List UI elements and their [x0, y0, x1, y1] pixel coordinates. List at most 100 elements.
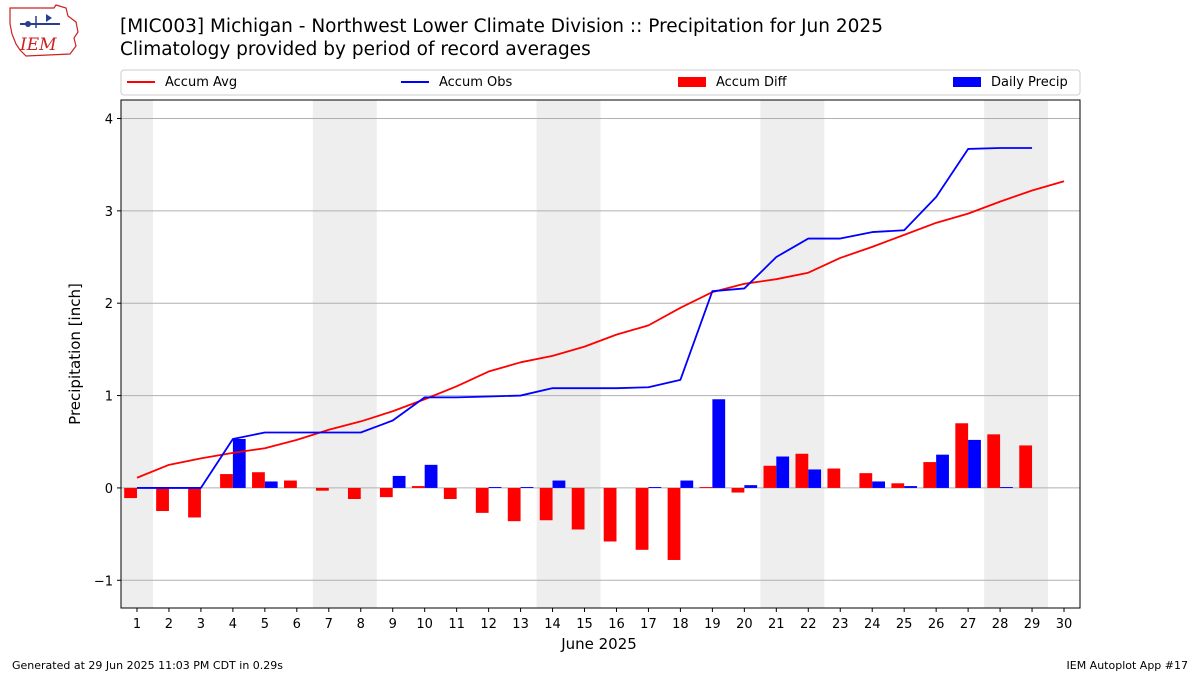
legend-accum-obs-label: Accum Obs: [439, 75, 512, 90]
app-credit: IEM Autoplot App #17: [1066, 659, 1189, 672]
accum-diff-bar: [731, 487, 745, 493]
iem-logo: IEM: [9, 4, 79, 57]
x-axis-label: June 2025: [560, 635, 637, 653]
x-tick-label: 15: [576, 617, 593, 632]
daily-precip-bar: [648, 487, 662, 488]
x-tick-label: 17: [640, 617, 657, 632]
accum-diff-bar: [955, 423, 969, 488]
x-tick-label: 11: [448, 617, 465, 632]
weekend-bands: [121, 100, 1049, 608]
y-tick-label: 3: [105, 205, 113, 220]
daily-precip-bar: [680, 480, 694, 488]
y-axis-label: Precipitation [inch]: [66, 283, 84, 425]
x-tick-label: 19: [704, 617, 721, 632]
daily-precip-bar: [872, 481, 886, 488]
x-tick-label: 28: [992, 617, 1009, 632]
daily-precip-bar: [520, 487, 534, 488]
accum-diff-bar: [923, 462, 937, 488]
x-axis: 1 2 3 4 5 6 7 8 9 10 11 12 13 14 15 16 17 18 19 20 21 22 23 24 2…: [133, 608, 1072, 632]
accum-diff-bar: [987, 434, 1001, 488]
x-tick-label: 22: [800, 617, 817, 632]
accum-diff-bar: [507, 487, 521, 522]
accum-diff-bar: [411, 486, 425, 488]
legend-accum-avg-label: Accum Avg: [165, 75, 237, 90]
daily-precip-bar: [264, 481, 278, 488]
accum-diff-bar: [347, 487, 361, 500]
daily-precip-bar: [776, 456, 790, 488]
daily-precip-bar: [904, 486, 917, 488]
x-tick-label: 4: [229, 617, 237, 632]
x-tick-label: 27: [960, 617, 977, 632]
legend: Accum Avg Accum Obs Accum Diff Daily Precip: [120, 69, 1081, 96]
daily-precip-bar: [936, 454, 949, 488]
weekend-band: [312, 100, 377, 608]
x-tick-label: 13: [512, 617, 529, 632]
accum-diff-bar: [124, 487, 137, 499]
daily-precip-bar: [552, 480, 566, 488]
accum-diff-bar: [571, 487, 585, 530]
x-tick-label: 12: [480, 617, 497, 632]
accum-obs-line: [136, 147, 1033, 489]
weekend-band: [121, 100, 153, 608]
grid-lines: [121, 117, 1080, 581]
y-axis: −1 0 1 2 3 4: [94, 112, 121, 589]
accum-diff-bar: [188, 487, 201, 518]
x-tick-label: 8: [357, 617, 365, 632]
accum-diff-bar: [763, 465, 777, 488]
accum-diff-bar: [635, 487, 649, 550]
x-tick-label: 2: [165, 617, 173, 632]
weekend-band: [984, 100, 1049, 608]
x-tick-label: 5: [261, 617, 269, 632]
daily-precip-bar: [712, 399, 726, 488]
accum-diff-bar: [284, 480, 297, 488]
accum-diff-bar: [603, 487, 617, 542]
generated-note: Generated at 29 Jun 2025 11:03 PM CDT in…: [12, 659, 284, 672]
accum-diff-bar: [859, 473, 873, 488]
y-tick-label: 2: [105, 297, 113, 312]
x-tick-label: 14: [544, 617, 561, 632]
x-tick-label: 7: [325, 617, 333, 632]
accum-diff-bar: [795, 453, 809, 488]
accum-diff-bar: [1019, 445, 1033, 488]
legend-accum-diff-label: Accum Diff: [716, 75, 788, 90]
accum-diff-bar: [315, 487, 329, 491]
x-tick-label: 21: [768, 617, 785, 632]
y-tick-label: 0: [105, 482, 113, 497]
accum-diff-bar: [827, 468, 841, 488]
daily-precip-bar: [424, 464, 438, 488]
x-tick-label: 16: [608, 617, 625, 632]
accum-avg-line: [136, 180, 1065, 479]
x-tick-label: 23: [832, 617, 849, 632]
daily-precip-bar: [392, 475, 406, 488]
accum-diff-bar: [891, 483, 905, 488]
accum-diff-bar: [156, 487, 169, 512]
x-tick-label: 30: [1056, 617, 1073, 632]
daily-precip-bar: [744, 485, 758, 488]
weekend-band: [536, 100, 601, 608]
x-tick-label: 20: [736, 617, 753, 632]
accum-diff-bar: [699, 487, 713, 488]
plot-frame: [120, 99, 1081, 609]
daily-precip-bar: [232, 438, 246, 488]
x-tick-label: 18: [672, 617, 689, 632]
y-tick-label: 1: [105, 390, 113, 405]
line-series: [136, 147, 1065, 489]
weekend-band: [760, 100, 825, 608]
x-tick-label: 24: [864, 617, 881, 632]
accum-diff-bar: [539, 487, 553, 521]
daily-precip-bar: [488, 487, 502, 488]
x-tick-label: 25: [896, 617, 913, 632]
accum-diff-bar: [475, 487, 489, 513]
accum-diff-bar: [667, 487, 681, 560]
x-tick-label: 3: [197, 617, 205, 632]
accum-diff-bar: [220, 474, 233, 488]
logo-text: IEM: [19, 35, 57, 55]
x-tick-label: 6: [293, 617, 301, 632]
chart-subtitle: Climatology provided by period of record…: [120, 39, 591, 60]
accum-diff-bar: [379, 487, 393, 498]
y-tick-label: −1: [94, 574, 113, 589]
x-tick-label: 26: [928, 617, 945, 632]
accum-diff-bar: [252, 472, 265, 488]
x-tick-label: 1: [133, 617, 141, 632]
